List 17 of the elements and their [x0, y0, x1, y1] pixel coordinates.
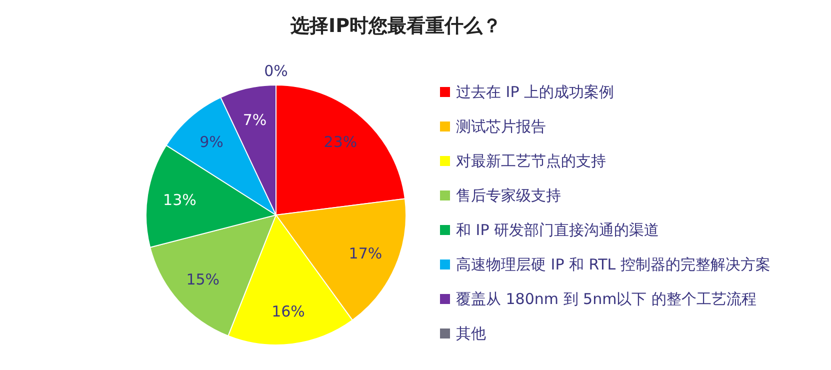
data-label: 15% [186, 270, 220, 288]
legend-label: 覆盖从 180nm 到 5nm以下 的整个工艺流程 [456, 290, 756, 308]
legend-label: 对最新工艺节点的支持 [456, 152, 606, 170]
data-label: 7% [242, 110, 267, 129]
legend-label: 售后专家级支持 [456, 186, 561, 204]
data-label: 23% [324, 132, 358, 151]
data-label: 13% [163, 190, 196, 209]
legend-label: 其他 [456, 324, 486, 342]
data-label: 17% [348, 244, 382, 263]
text: 0% [264, 62, 288, 80]
chart-title: 选择IP时您最看重什么？ [290, 15, 502, 37]
legend-label: 测试芯片报告 [456, 118, 546, 136]
legend-label: 高速物理层硬 IP 和 RTL 控制器的完整解决方案 [456, 256, 770, 274]
legend-label: 和 IP 研发部门直接沟通的渠道 [456, 221, 660, 239]
data-label: 9% [200, 132, 224, 151]
legend-label: 过去在 IP 上的成功案例 [456, 83, 614, 101]
data-label: 16% [272, 302, 305, 321]
